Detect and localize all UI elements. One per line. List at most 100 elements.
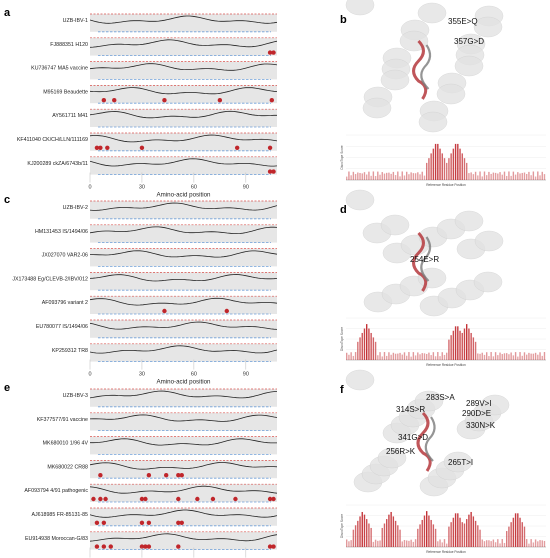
score-bar (521, 522, 523, 547)
track-curve (89, 390, 278, 399)
track-row: AF093794 4/91 pathogenic (24, 483, 278, 503)
mutation-marker (105, 145, 110, 150)
score-bar (481, 352, 483, 360)
structure-domain (345, 189, 375, 211)
score-bar (461, 153, 463, 180)
score-bar (466, 324, 468, 360)
score-bar (403, 175, 406, 180)
discotope-chart: DiscoTope Score Reference Residue Positio… (340, 504, 546, 554)
score-bar (428, 158, 430, 180)
score-bar (448, 526, 450, 547)
score-bar (486, 352, 488, 360)
bar-xlabel: Reference Residue Position (426, 183, 466, 187)
mutation-marker (143, 496, 148, 502)
score-bar (386, 355, 388, 360)
axis-tick-label: 60 (191, 185, 197, 191)
position-axis: 0 30 60 90 Amino-acid position (88, 359, 249, 386)
score-bar (423, 353, 426, 360)
track-curve (89, 202, 278, 211)
score-bar (430, 519, 432, 547)
score-bar (437, 143, 439, 180)
score-bar (526, 354, 528, 360)
score-bar (348, 541, 350, 547)
score-bar (381, 356, 383, 360)
score-bar (472, 174, 475, 180)
sequence-label: AJ618985 FR-85131-85 (31, 512, 88, 518)
score-bar (454, 326, 457, 360)
mutation-marker (143, 544, 148, 549)
structure-domain (345, 369, 375, 391)
track-band (90, 37, 277, 56)
score-bar (466, 519, 468, 547)
score-bar (446, 352, 448, 360)
score-bar (430, 355, 432, 360)
score-bar (379, 174, 381, 180)
score-bar (368, 171, 370, 180)
score-bar (408, 540, 410, 547)
mutation-marker (94, 145, 100, 150)
mutation-marker (163, 473, 169, 478)
structure-domain (345, 0, 375, 16)
score-bar (541, 171, 543, 180)
score-bar (406, 171, 408, 180)
structure-view: 254E>R (345, 189, 504, 317)
score-bar (539, 352, 541, 360)
position-axis: 0 30 60 90 Amino-acid position (88, 172, 249, 199)
mutation-marker (234, 145, 240, 150)
mutation-marker (210, 496, 216, 502)
score-bar (403, 352, 406, 360)
score-bar (459, 148, 461, 180)
structure-domain (454, 55, 484, 77)
mutation-marker (176, 544, 181, 549)
score-bar (397, 353, 399, 360)
track-curve (89, 250, 278, 258)
score-bar (348, 171, 350, 180)
score-bar (439, 148, 441, 180)
score-bar (494, 542, 497, 547)
score-bar (501, 539, 503, 547)
mutation-marker (271, 50, 276, 55)
score-bar (408, 352, 410, 360)
score-bar (390, 173, 392, 180)
score-bar (463, 158, 466, 180)
bar-ylabel: DiscoTope Score (340, 327, 344, 351)
axis-tick-label: 90 (243, 372, 249, 378)
mutation-marker (146, 544, 152, 549)
score-bar (357, 172, 359, 180)
score-bar (432, 524, 435, 547)
mutation-marker (139, 145, 145, 150)
track-row: KJ200289 ckZA/6743b/11 (27, 156, 278, 176)
score-bar (494, 172, 497, 180)
structure-domain (473, 271, 503, 293)
axis-tick-label: 0 (88, 372, 91, 378)
score-bar (508, 354, 510, 360)
score-bar (414, 173, 417, 180)
structure-domain (362, 97, 392, 119)
score-bar (526, 539, 528, 547)
score-bar (483, 171, 486, 180)
score-bar (472, 337, 475, 360)
score-bar (426, 511, 428, 547)
mutation-marker (162, 308, 167, 314)
track-curve (89, 63, 278, 71)
track-band (90, 389, 277, 407)
score-bar (421, 171, 423, 180)
sequence-label: KJ200289 ckZA/6743b/11 (27, 161, 88, 167)
track-curve (89, 87, 278, 95)
axis-tick-label: 90 (243, 185, 249, 191)
score-bar (508, 526, 510, 547)
score-bar (386, 172, 388, 180)
score-bar (528, 543, 530, 547)
score-bar (352, 529, 355, 547)
track-band (90, 343, 277, 362)
score-bar (428, 352, 430, 360)
score-bar (374, 176, 377, 180)
mutation-marker (217, 98, 223, 103)
score-bar (446, 543, 448, 547)
score-bar (428, 515, 430, 547)
score-bar (352, 355, 355, 360)
score-bar (523, 172, 526, 180)
score-bar (477, 525, 479, 547)
score-bar (354, 525, 357, 547)
score-bar (434, 143, 437, 180)
